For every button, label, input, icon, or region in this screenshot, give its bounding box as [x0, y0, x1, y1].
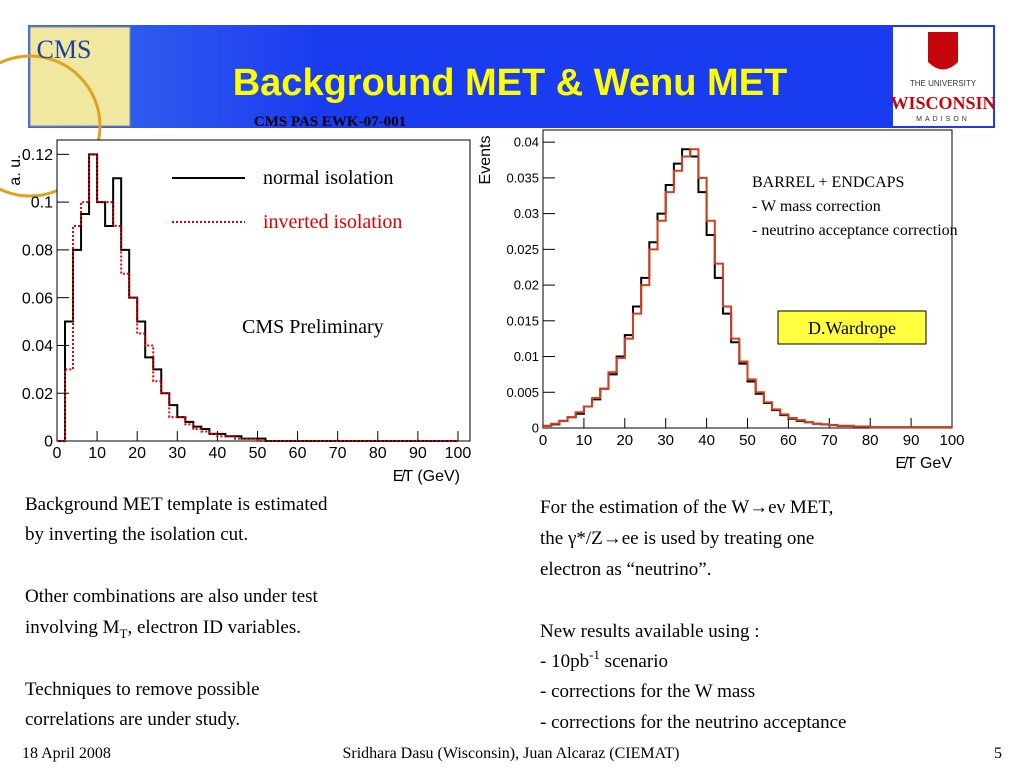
x-tick-label: 60 — [780, 432, 797, 449]
body-text: - 10pb-1 scenario — [540, 647, 668, 672]
x-tick-label: 20 — [616, 432, 633, 449]
footer-date: 18 April 2008 — [22, 745, 111, 762]
uw-line: THE UNIVERSITY — [910, 79, 977, 88]
body-text: by inverting the isolation cut. — [25, 524, 248, 545]
x-tick-label: 50 — [249, 445, 267, 462]
superscript: -1 — [589, 647, 600, 662]
y-axis-label: a. u. — [7, 154, 24, 185]
histogram-line — [57, 153, 458, 442]
y-tick-label: 0.015 — [506, 313, 539, 328]
legend-label: normal isolation — [263, 167, 394, 189]
x-tick-label: 80 — [862, 432, 879, 449]
y-axis-label: Events — [477, 136, 494, 185]
x-axis-label: E̸T GeV — [895, 455, 952, 472]
subscript: T — [119, 626, 127, 641]
x-tick-label: 100 — [939, 432, 964, 449]
body-text: involving MT, electron ID variables. — [25, 617, 301, 641]
x-tick-label: 100 — [445, 445, 472, 462]
y-tick-label: 0.04 — [22, 338, 53, 355]
x-tick-label: 40 — [698, 432, 715, 449]
footer-page: 5 — [994, 745, 1002, 762]
x-axis-label: E̸T (GeV) — [393, 468, 460, 485]
histogram-line — [542, 148, 952, 429]
x-tick-label: 60 — [289, 445, 307, 462]
y-tick-label: 0.02 — [22, 386, 53, 403]
y-tick-label: 0.12 — [22, 147, 53, 164]
body-text: Techniques to remove possible — [25, 679, 260, 700]
body-text: - corrections for the neutrino acceptanc… — [540, 712, 846, 733]
plot-frame — [56, 139, 471, 442]
body-text: Other combinations are also under test — [25, 586, 319, 607]
x-tick-label: 90 — [903, 432, 920, 449]
y-tick-label: 0.1 — [31, 195, 53, 212]
annotation: CMS Preliminary — [242, 316, 384, 338]
body-text: correlations are under study. — [25, 709, 240, 730]
x-tick-label: 30 — [657, 432, 674, 449]
y-tick-label: 0 — [532, 421, 539, 436]
x-tick-label: 0 — [53, 445, 62, 462]
body-text: New results available using : — [540, 621, 760, 642]
cms-logo-text: CMS — [37, 35, 92, 64]
y-tick-label: 0.01 — [514, 349, 539, 364]
text-part: , electron ID variables. — [127, 617, 301, 638]
x-tick-label: 0 — [539, 432, 547, 449]
uw-line: MADISON — [916, 116, 970, 123]
y-tick-label: 0.035 — [506, 170, 539, 185]
x-tick-label: 50 — [739, 432, 756, 449]
body-text: For the estimation of the W→eν MET, — [540, 497, 833, 518]
legend-label: inverted isolation — [263, 211, 402, 233]
header-banner — [28, 25, 995, 128]
annotation: - neutrino acceptance correction — [752, 222, 958, 239]
y-tick-label: 0.02 — [514, 278, 539, 293]
body-text: Background MET template is estimated — [25, 494, 328, 515]
x-tick-label: 80 — [369, 445, 387, 462]
y-tick-label: 0.08 — [22, 242, 53, 259]
y-tick-label: 0.04 — [514, 135, 539, 150]
x-tick-label: 20 — [128, 445, 146, 462]
slide-title: Background MET & Wenu MET — [233, 62, 788, 104]
y-tick-label: 0.03 — [514, 206, 539, 221]
logo-arc — [0, 54, 102, 198]
x-tick-label: 30 — [168, 445, 186, 462]
body-text: - corrections for the W mass — [540, 681, 755, 702]
y-tick-label: 0 — [44, 434, 53, 451]
x-tick-label: 10 — [576, 432, 593, 449]
body-text: electron as “neutrino”. — [540, 559, 711, 580]
x-tick-label: 70 — [329, 445, 347, 462]
uw-name: WISCONSIN — [890, 93, 995, 113]
text-part: - 10pb — [540, 651, 589, 672]
annotation: BARREL + ENDCAPS — [752, 174, 904, 191]
y-tick-label: 0.025 — [506, 242, 539, 257]
x-tick-label: 10 — [88, 445, 106, 462]
annotation: - W mass correction — [752, 198, 881, 215]
footer-authors: Sridhara Dasu (Wisconsin), Juan Alcaraz … — [342, 745, 679, 762]
x-tick-label: 40 — [208, 445, 226, 462]
body-text: the γ*/Z→ee is used by treating one — [540, 528, 814, 549]
y-tick-label: 0.005 — [506, 385, 539, 400]
y-tick-label: 0.06 — [22, 290, 53, 307]
text-part: scenario — [600, 651, 668, 672]
x-tick-label: 70 — [821, 432, 838, 449]
annotation: D.Wardrope — [808, 318, 896, 338]
credit-box — [777, 310, 927, 345]
x-tick-label: 90 — [409, 445, 427, 462]
text-part: involving M — [25, 617, 120, 638]
uw-crest — [928, 32, 958, 70]
slide-subtitle: CMS PAS EWK-07-001 — [254, 114, 406, 130]
